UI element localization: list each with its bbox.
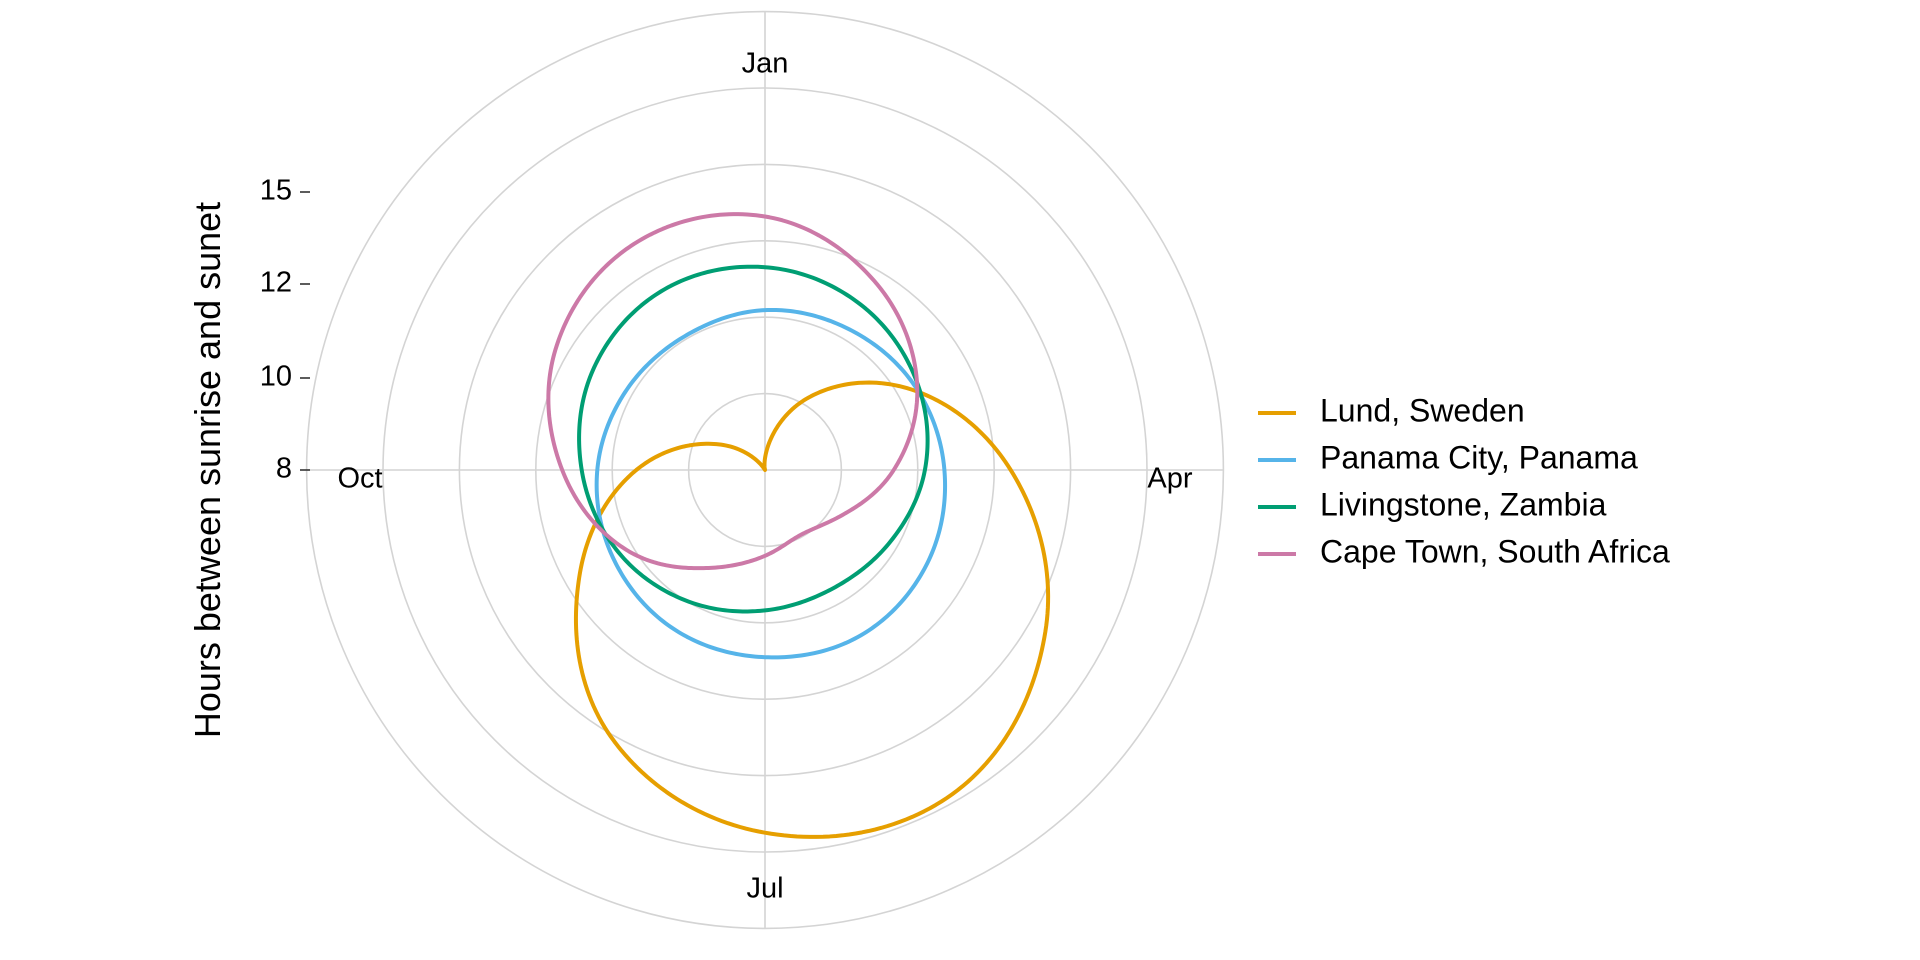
legend-label: Livingstone, Zambia bbox=[1320, 486, 1607, 522]
month-labels: Jan Apr Jul Oct bbox=[337, 48, 1192, 905]
radial-tick-label: 8 bbox=[276, 453, 292, 485]
month-label-apr: Apr bbox=[1147, 463, 1192, 495]
series-line-1 bbox=[594, 307, 948, 660]
legend-label: Cape Town, South Africa bbox=[1320, 533, 1670, 569]
month-label-jul: Jul bbox=[746, 873, 783, 905]
radial-axis: 8 10 12 15 bbox=[260, 175, 310, 485]
series-line-0 bbox=[573, 380, 1051, 839]
legend-label: Panama City, Panama bbox=[1320, 439, 1638, 475]
radial-tick-label: 15 bbox=[260, 175, 292, 207]
legend-label: Lund, Sweden bbox=[1320, 392, 1525, 428]
radial-tick-label: 12 bbox=[260, 267, 292, 299]
month-spokes bbox=[306, 11, 1224, 929]
series-lines bbox=[546, 212, 1051, 839]
month-label-oct: Oct bbox=[337, 463, 382, 495]
y-axis-title: Hours between sunrise and sunet bbox=[187, 202, 228, 738]
radial-tick-label: 10 bbox=[260, 361, 292, 393]
series-line-3 bbox=[546, 212, 920, 571]
month-label-jan: Jan bbox=[742, 48, 789, 80]
legend: Lund, Sweden Panama City, Panama Livingsto… bbox=[1258, 392, 1670, 569]
